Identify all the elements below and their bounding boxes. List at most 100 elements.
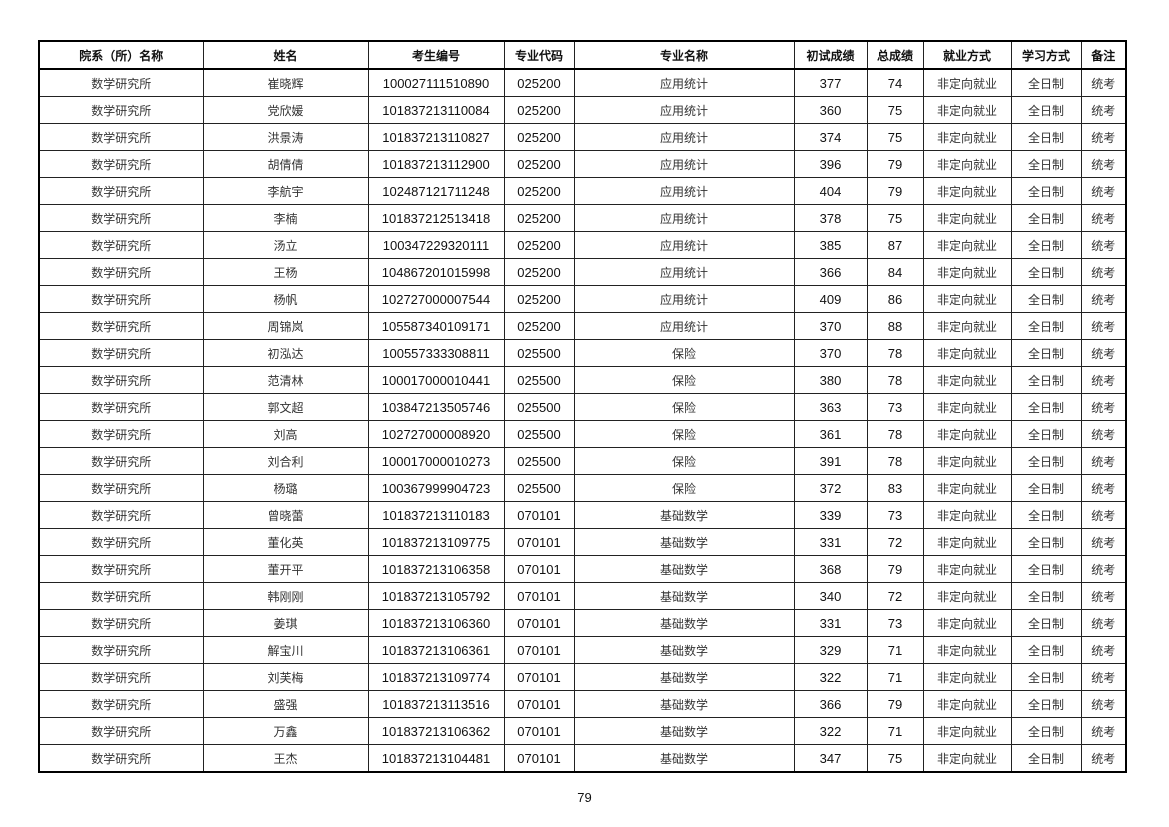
cell-prelim-score: 331 <box>793 528 868 556</box>
table-row: 数学研究所 王杨 104867201015998 025200 应用统计 366 84 非定向… <box>38 258 1127 286</box>
cell-name: 杨璐 <box>202 474 369 502</box>
cell-candidate-id: 100027111510890 <box>367 68 505 97</box>
cell-employment: 非定向就业 <box>922 96 1012 124</box>
cell-candidate-id: 101837213113516 <box>367 690 505 718</box>
cell-study-mode: 全日制 <box>1010 68 1082 97</box>
header-major-name: 专业名称 <box>573 40 795 70</box>
cell-department: 数学研究所 <box>38 150 204 178</box>
cell-total-score: 71 <box>866 663 924 691</box>
cell-department: 数学研究所 <box>38 393 204 421</box>
cell-note: 统考 <box>1080 177 1127 205</box>
cell-major-name: 应用统计 <box>573 312 795 340</box>
cell-candidate-id: 100017000010273 <box>367 447 505 475</box>
cell-note: 统考 <box>1080 312 1127 340</box>
cell-total-score: 84 <box>866 258 924 286</box>
cell-name: 解宝川 <box>202 636 369 664</box>
cell-note: 统考 <box>1080 744 1127 773</box>
cell-employment: 非定向就业 <box>922 339 1012 367</box>
cell-prelim-score: 366 <box>793 258 868 286</box>
cell-major-name: 应用统计 <box>573 123 795 151</box>
cell-prelim-score: 339 <box>793 501 868 529</box>
cell-major-name: 基础数学 <box>573 717 795 745</box>
cell-major-code: 025500 <box>503 420 575 448</box>
cell-major-code: 070101 <box>503 501 575 529</box>
cell-study-mode: 全日制 <box>1010 663 1082 691</box>
table-row: 数学研究所 曾晓蕾 101837213110183 070101 基础数学 339 73 非定… <box>38 501 1127 529</box>
cell-candidate-id: 100367999904723 <box>367 474 505 502</box>
cell-candidate-id: 100017000010441 <box>367 366 505 394</box>
table-row: 数学研究所 刘芙梅 101837213109774 070101 基础数学 322 71 非定… <box>38 663 1127 691</box>
table-row: 数学研究所 姜琪 101837213106360 070101 基础数学 331 73 非定向… <box>38 609 1127 637</box>
cell-major-name: 基础数学 <box>573 582 795 610</box>
table-row: 数学研究所 万鑫 101837213106362 070101 基础数学 322 71 非定向… <box>38 717 1127 745</box>
cell-employment: 非定向就业 <box>922 528 1012 556</box>
cell-total-score: 78 <box>866 447 924 475</box>
cell-department: 数学研究所 <box>38 258 204 286</box>
cell-study-mode: 全日制 <box>1010 528 1082 556</box>
cell-name: 王杨 <box>202 258 369 286</box>
cell-department: 数学研究所 <box>38 339 204 367</box>
cell-study-mode: 全日制 <box>1010 312 1082 340</box>
cell-major-code: 070101 <box>503 663 575 691</box>
cell-study-mode: 全日制 <box>1010 258 1082 286</box>
cell-name: 胡倩倩 <box>202 150 369 178</box>
cell-total-score: 74 <box>866 68 924 97</box>
cell-study-mode: 全日制 <box>1010 231 1082 259</box>
cell-major-code: 025200 <box>503 96 575 124</box>
cell-department: 数学研究所 <box>38 68 204 97</box>
cell-note: 统考 <box>1080 366 1127 394</box>
cell-name: 刘高 <box>202 420 369 448</box>
cell-employment: 非定向就业 <box>922 744 1012 773</box>
cell-major-name: 保险 <box>573 393 795 421</box>
cell-major-name: 基础数学 <box>573 609 795 637</box>
cell-employment: 非定向就业 <box>922 609 1012 637</box>
cell-note: 统考 <box>1080 150 1127 178</box>
cell-note: 统考 <box>1080 285 1127 313</box>
cell-candidate-id: 101837213106361 <box>367 636 505 664</box>
cell-department: 数学研究所 <box>38 204 204 232</box>
cell-note: 统考 <box>1080 663 1127 691</box>
table-row: 数学研究所 范清林 100017000010441 025500 保险 380 78 非定向就… <box>38 366 1127 394</box>
cell-employment: 非定向就业 <box>922 582 1012 610</box>
cell-prelim-score: 370 <box>793 339 868 367</box>
cell-department: 数学研究所 <box>38 663 204 691</box>
cell-name: 郭文超 <box>202 393 369 421</box>
cell-note: 统考 <box>1080 231 1127 259</box>
cell-candidate-id: 100557333308811 <box>367 339 505 367</box>
cell-major-name: 基础数学 <box>573 501 795 529</box>
cell-total-score: 72 <box>866 582 924 610</box>
cell-study-mode: 全日制 <box>1010 123 1082 151</box>
table-row: 数学研究所 盛强 101837213113516 070101 基础数学 366 79 非定向… <box>38 690 1127 718</box>
cell-employment: 非定向就业 <box>922 636 1012 664</box>
table-row: 数学研究所 韩刚刚 101837213105792 070101 基础数学 340 72 非定… <box>38 582 1127 610</box>
cell-total-score: 86 <box>866 285 924 313</box>
cell-department: 数学研究所 <box>38 420 204 448</box>
header-note: 备注 <box>1080 40 1127 70</box>
header-total-score: 总成绩 <box>866 40 924 70</box>
page-number: 79 <box>577 790 592 805</box>
cell-prelim-score: 378 <box>793 204 868 232</box>
cell-employment: 非定向就业 <box>922 420 1012 448</box>
cell-name: 韩刚刚 <box>202 582 369 610</box>
cell-prelim-score: 396 <box>793 150 868 178</box>
cell-major-code: 070101 <box>503 690 575 718</box>
cell-total-score: 78 <box>866 366 924 394</box>
cell-total-score: 73 <box>866 501 924 529</box>
cell-major-code: 025200 <box>503 177 575 205</box>
cell-study-mode: 全日制 <box>1010 609 1082 637</box>
cell-candidate-id: 101837213106362 <box>367 717 505 745</box>
table-row: 数学研究所 周锦岚 105587340109171 025200 应用统计 370 88 非定… <box>38 312 1127 340</box>
cell-employment: 非定向就业 <box>922 366 1012 394</box>
cell-employment: 非定向就业 <box>922 258 1012 286</box>
cell-major-name: 应用统计 <box>573 68 795 97</box>
cell-major-name: 保险 <box>573 420 795 448</box>
cell-candidate-id: 101837213104481 <box>367 744 505 773</box>
cell-total-score: 88 <box>866 312 924 340</box>
cell-study-mode: 全日制 <box>1010 501 1082 529</box>
cell-department: 数学研究所 <box>38 312 204 340</box>
cell-major-name: 应用统计 <box>573 231 795 259</box>
cell-note: 统考 <box>1080 717 1127 745</box>
cell-note: 统考 <box>1080 393 1127 421</box>
cell-name: 曾晓蕾 <box>202 501 369 529</box>
cell-major-code: 025200 <box>503 258 575 286</box>
